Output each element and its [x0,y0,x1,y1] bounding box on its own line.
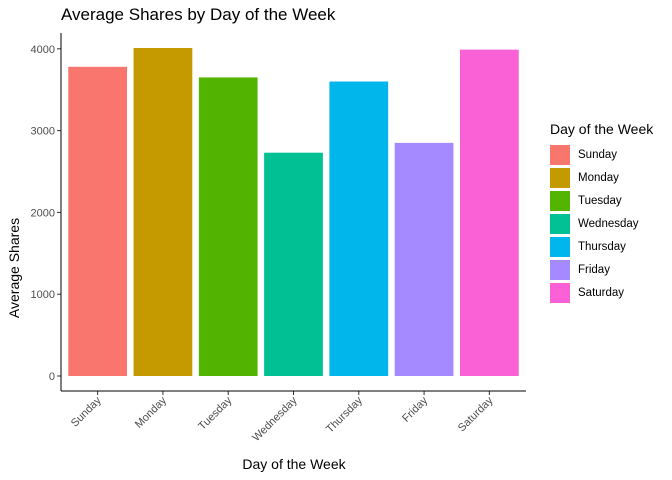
legend-label: Saturday [578,286,625,299]
legend-swatch [550,236,570,257]
x-tick-label: Saturday [456,394,496,434]
legend-item-monday: Monday [550,166,653,189]
legend-item-friday: Friday [550,258,653,281]
legend-label: Monday [578,171,619,184]
y-tick-label: 4000 [31,44,55,56]
bars-group [68,48,519,377]
legend-item-saturday: Saturday [550,281,653,304]
legend-swatch [550,144,570,165]
y-tick-label: 3000 [31,126,55,138]
legend-item-wednesday: Wednesday [550,212,653,235]
bar-tuesday [198,77,258,376]
x-tick-label: Sunday [69,394,104,429]
y-tick-label: 0 [49,371,55,383]
chart-title: Average Shares by Day of the Week [61,5,336,24]
legend-label: Sunday [578,148,618,161]
x-tick-label: Tuesday [196,394,234,432]
y-tick-label: 2000 [31,207,55,219]
legend-label: Wednesday [578,217,639,230]
bar-chart-plot: Sunday Monday Tuesday Wednesday Thursday Frid… [31,33,526,444]
legend-item-tuesday: Tuesday [550,189,653,212]
legend-swatch [550,190,570,211]
legend-label: Thursday [578,240,626,253]
bar-thursday [329,81,389,376]
legend-swatch [550,167,570,188]
bar-wednesday [264,152,323,376]
bar-friday [394,142,454,376]
legend-swatch [550,259,570,280]
legend-items: Sunday Monday Tuesday Wednesday Thursday Frid… [550,143,653,304]
legend-item-thursday: Thursday [550,235,653,258]
legend-title: Day of the Week [550,121,654,137]
x-tick-label: Thursday [324,394,365,435]
legend-label: Tuesday [578,194,622,207]
legend-label: Friday [578,263,610,276]
legend-swatch [550,213,570,234]
x-tick-label: Friday [400,394,430,424]
x-tick-label: Monday [133,394,170,431]
x-axis-label: Day of the Week [242,456,346,472]
y-tick-label: 1000 [31,289,55,301]
bar-saturday [459,49,519,376]
legend-swatch [550,282,570,303]
bar-monday [133,48,193,376]
legend-item-sunday: Sunday [550,143,653,166]
bar-sunday [68,66,128,377]
x-tick-label: Wednesday [250,394,300,444]
legend: Day of the Week Sunday Monday Tuesday Wedne… [550,121,653,304]
